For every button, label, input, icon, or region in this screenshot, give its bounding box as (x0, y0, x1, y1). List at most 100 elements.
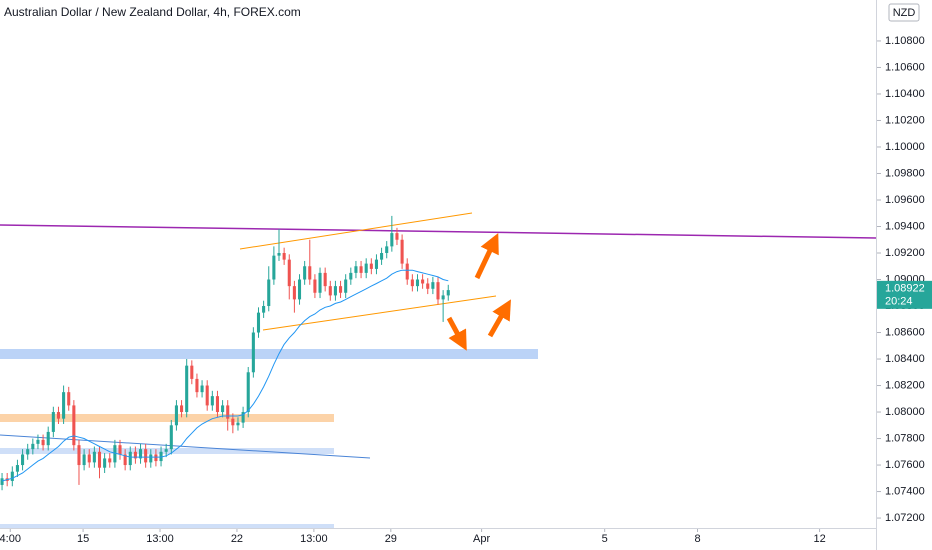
candle-body (436, 282, 440, 300)
candle-body (344, 279, 348, 293)
candle-body (159, 451, 163, 462)
candle-body (0, 478, 4, 485)
y-tick-label: 1.09400 (885, 220, 925, 232)
y-tick-label: 1.09200 (885, 247, 925, 259)
candle-body (138, 449, 143, 459)
x-tick-label: 13:00 (300, 533, 328, 545)
candle-body (318, 272, 322, 293)
candle-body (169, 425, 173, 450)
x-tick-label: 13:00 (146, 533, 174, 545)
x-tick-label: 15 (77, 533, 89, 545)
x-tick-label: Apr (473, 533, 490, 545)
y-tick-label: 1.07800 (885, 432, 925, 444)
candle-body (180, 405, 184, 413)
candle-body (339, 286, 343, 293)
candle-body (133, 451, 137, 459)
candle-body (297, 279, 302, 300)
candle-body (103, 458, 107, 468)
candle-body (144, 449, 148, 463)
y-tick-label: 1.10800 (885, 35, 925, 47)
candle-body (51, 412, 55, 432)
candle-body (415, 279, 420, 287)
candle-body (97, 451, 102, 468)
y-tick-label: 1.08600 (885, 326, 925, 338)
candle-body (77, 445, 81, 466)
candle-body (359, 266, 363, 273)
candle-body (380, 253, 384, 260)
candle-body (113, 445, 117, 463)
x-tick-label: 12 (813, 533, 825, 545)
currency: NZD (893, 7, 916, 19)
candle-body (67, 392, 71, 406)
candle-body (41, 439, 45, 446)
candle-body (118, 445, 122, 455)
candle-body (123, 454, 127, 466)
candle-body (303, 266, 307, 280)
x-tick-label: 4:00 (0, 533, 21, 545)
candle-body (246, 372, 250, 413)
candle-body (241, 412, 245, 423)
candle-body (36, 439, 40, 444)
candle-body (292, 286, 296, 300)
candle-body (221, 405, 225, 413)
arrows (446, 232, 511, 351)
y-tick-label: 1.09800 (885, 167, 925, 179)
candle-body (369, 263, 373, 269)
candle-body (231, 418, 235, 426)
candle-body (72, 405, 76, 446)
candle-body (385, 246, 389, 253)
candle-body (62, 392, 66, 419)
candle-body (354, 266, 358, 273)
candle-body (421, 279, 425, 284)
x-tick-label: 8 (694, 533, 700, 545)
candle-body (26, 449, 30, 455)
candle-body (328, 286, 332, 296)
candle-body (236, 422, 240, 426)
candle-body (251, 332, 255, 373)
candle-body (262, 306, 266, 313)
candle-body (21, 454, 25, 466)
candle-body (87, 454, 91, 463)
candle-body (108, 458, 112, 463)
countdown: 20:24 (885, 296, 913, 308)
y-tick-label: 1.10600 (885, 61, 925, 73)
candle-body (272, 255, 276, 280)
candle-body (277, 253, 281, 256)
candle-body (267, 279, 271, 307)
candle-body (56, 412, 61, 419)
candle-body (215, 396, 219, 413)
candle-body (405, 263, 409, 280)
candle-body (46, 431, 50, 446)
y-tick-label: 1.08000 (885, 406, 925, 418)
candle-body (374, 259, 378, 269)
chart-title: Australian Dollar / New Zealand Dollar, … (4, 5, 301, 19)
candle-body (308, 266, 312, 280)
candle-body (287, 259, 291, 287)
x-tick-label: 5 (602, 533, 608, 545)
y-tick-label: 1.08200 (885, 379, 925, 391)
candle-body (185, 365, 189, 413)
candle-body (323, 272, 327, 287)
trend-line (0, 434, 371, 459)
y-tick-label: 1.07400 (885, 485, 925, 497)
y-tick-label: 1.10000 (885, 141, 925, 153)
candle-body (174, 405, 178, 426)
candle-body (313, 279, 317, 293)
candle-body (10, 471, 14, 481)
candle-body (226, 405, 230, 419)
candle-body (31, 443, 35, 450)
candle-body (349, 272, 353, 280)
candle-body (149, 454, 153, 463)
y-tick-label: 1.09600 (885, 194, 925, 206)
candle-body (426, 283, 430, 289)
candle-body (200, 385, 204, 393)
y-tick-label: 1.07600 (885, 459, 925, 471)
price-badge (877, 280, 932, 309)
candle-body (410, 279, 414, 287)
candle-body (164, 449, 168, 452)
resistance-line (0, 224, 877, 239)
candle-body (395, 233, 399, 240)
candle-body (195, 378, 199, 393)
